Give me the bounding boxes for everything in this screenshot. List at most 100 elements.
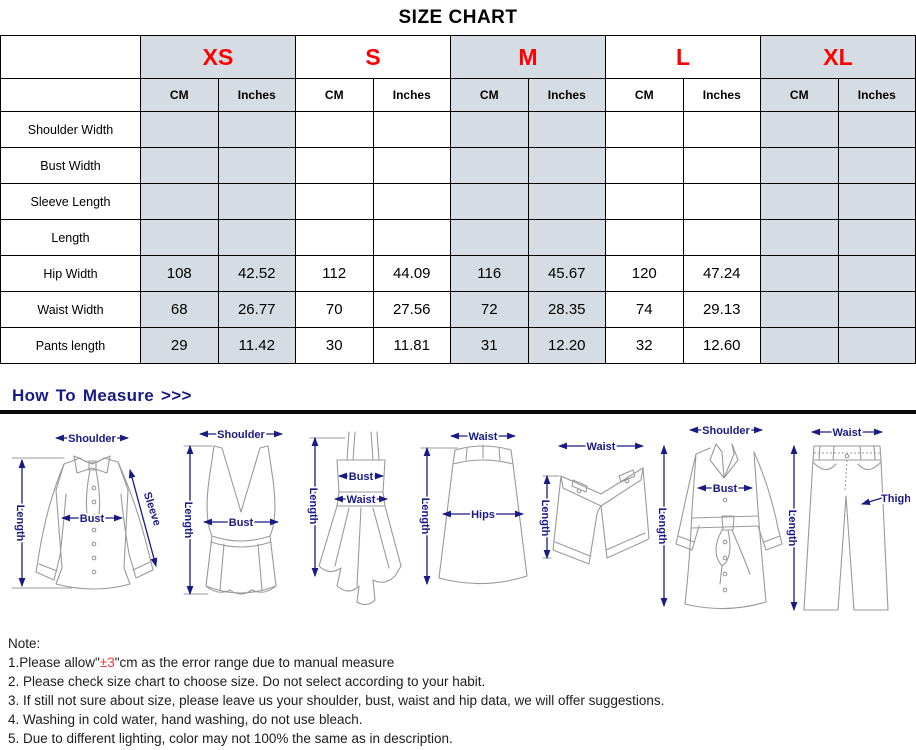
coat-diagram: Shoulder Bust Length	[654, 423, 783, 610]
value-cell	[837, 183, 916, 220]
dress-length-label: Length	[307, 488, 319, 525]
value-cell: 120	[605, 255, 684, 292]
value-cell: 31	[450, 327, 529, 364]
value-cell: 47.24	[682, 255, 761, 292]
value-cell	[682, 147, 761, 184]
value-cell: 45.67	[527, 255, 606, 292]
value-cell	[837, 327, 916, 364]
row-label: Shoulder Width	[0, 111, 141, 148]
page-title: SIZE CHART	[398, 7, 518, 28]
value-cell	[140, 219, 219, 256]
value-cell	[217, 111, 296, 148]
size-header-xl: XL	[760, 35, 916, 79]
value-cell: 112	[295, 255, 374, 292]
value-cell	[760, 147, 839, 184]
note-1-suffix: "cm as the error range due to manual mea…	[114, 655, 395, 670]
note-line-1: 1.Please allow"±3"cm as the error range …	[8, 653, 908, 672]
skirt-hips-label: Hips	[471, 509, 495, 521]
row-label: Waist Width	[0, 291, 141, 328]
size-header-l: L	[605, 35, 761, 79]
unit-header: CM	[450, 78, 529, 112]
value-cell	[450, 147, 529, 184]
unit-header-row: CM Inches CM Inches CM Inches CM Inches CM Inches	[0, 78, 916, 112]
value-cell	[450, 219, 529, 256]
dress-diagram: Bust Waist Length	[305, 431, 402, 606]
value-cell	[140, 111, 219, 148]
unit-header: Inches	[372, 78, 451, 112]
value-cell	[760, 327, 839, 364]
dress-waist-label: Waist	[346, 494, 375, 506]
tank-length-label: Length	[182, 502, 194, 539]
value-cell: 26.77	[217, 291, 296, 328]
blouse-length-label: Length	[14, 505, 26, 542]
value-cell	[527, 147, 606, 184]
table-row: Hip Width 108 42.52 112 44.09 116 45.67 120 47.2…	[0, 255, 916, 292]
blouse-diagram: Shoulder Bust Sleeve Length	[11, 431, 165, 590]
value-cell: 11.81	[372, 327, 451, 364]
value-cell	[760, 219, 839, 256]
value-cell: 42.52	[217, 255, 296, 292]
jeans-thigh-label: Thigh	[881, 493, 910, 505]
value-cell	[450, 111, 529, 148]
value-cell: 70	[295, 291, 374, 328]
value-cell	[682, 111, 761, 148]
table-row: Length	[0, 219, 916, 256]
skirt-length-label: Length	[419, 498, 431, 535]
section-divider	[0, 410, 916, 414]
table-row: Bust Width	[0, 147, 916, 184]
value-cell	[295, 111, 374, 148]
value-cell	[140, 183, 219, 220]
value-cell: 28.35	[527, 291, 606, 328]
note-line-4: 4. Washing in cold water, hand washing, …	[8, 712, 363, 727]
jeans-length-label: Length	[786, 510, 798, 547]
value-cell: 108	[140, 255, 219, 292]
coat-bust-label: Bust	[712, 483, 737, 495]
value-cell	[450, 183, 529, 220]
value-cell	[217, 219, 296, 256]
note-1-tolerance: ±3	[99, 655, 115, 670]
size-header-row: XS S M L XL	[0, 35, 916, 79]
tank-top-diagram: Shoulder Bust Length	[181, 427, 284, 596]
value-cell	[605, 147, 684, 184]
value-cell	[605, 111, 684, 148]
skirt-waist-label: Waist	[469, 431, 498, 443]
value-cell: 30	[295, 327, 374, 364]
value-cell	[527, 219, 606, 256]
note-line-2: 2. Please check size chart to choose siz…	[8, 674, 486, 689]
value-cell	[760, 291, 839, 328]
value-cell	[295, 183, 374, 220]
value-cell	[760, 255, 839, 292]
value-cell	[682, 219, 761, 256]
table-row: Shoulder Width	[0, 111, 916, 148]
row-label: Sleeve Length	[0, 183, 141, 220]
value-cell: 12.20	[527, 327, 606, 364]
coat-shoulder-label: Shoulder	[702, 425, 750, 437]
note-line-5: 5. Due to different lighting, color may …	[8, 731, 453, 746]
unit-header: Inches	[682, 78, 761, 112]
unit-header: CM	[605, 78, 684, 112]
table-row: Pants length 29 11.42 30 11.81 31 12.20 32 12.60	[0, 327, 916, 364]
value-cell	[837, 255, 916, 292]
value-cell	[372, 183, 451, 220]
value-cell	[527, 183, 606, 220]
unit-header: CM	[140, 78, 219, 112]
how-to-measure-heading: How To Measure >>>	[12, 386, 192, 405]
value-cell: 27.56	[372, 291, 451, 328]
unit-header: Inches	[527, 78, 606, 112]
corner-cell	[0, 35, 141, 79]
value-cell	[760, 183, 839, 220]
value-cell: 11.42	[217, 327, 296, 364]
unit-header: Inches	[217, 78, 296, 112]
value-cell: 44.09	[372, 255, 451, 292]
tank-shoulder-label: Shoulder	[217, 429, 265, 441]
note-1-prefix: 1.Please allow"	[8, 655, 100, 670]
row-label: Hip Width	[0, 255, 141, 292]
row-label: Length	[0, 219, 141, 256]
value-cell	[760, 111, 839, 148]
unit-header: CM	[295, 78, 374, 112]
value-cell	[837, 147, 916, 184]
shorts-length-label: Length	[539, 500, 551, 537]
value-cell	[295, 219, 374, 256]
value-cell	[837, 219, 916, 256]
shorts-diagram: Waist Length	[539, 439, 650, 565]
